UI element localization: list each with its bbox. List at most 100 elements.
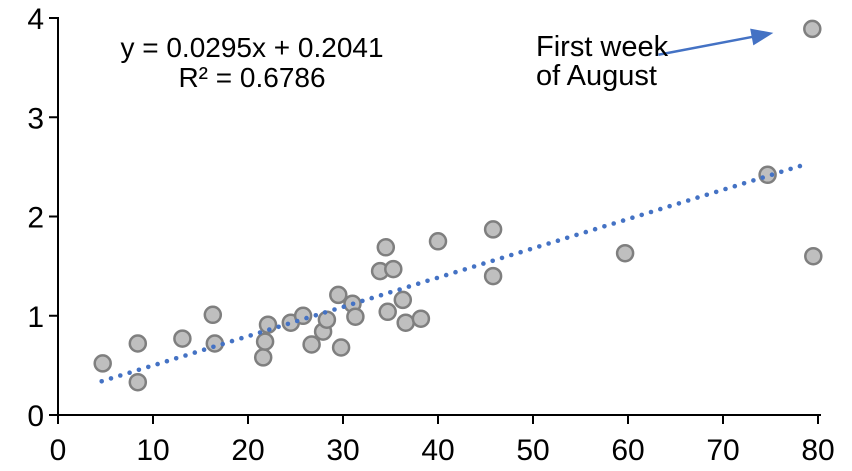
trendline-dot — [239, 335, 244, 341]
trendline-dot — [248, 333, 253, 338]
x-tick-label: 10 — [136, 434, 169, 467]
data-point — [329, 285, 348, 305]
data-point — [393, 290, 413, 310]
trendline-dot — [406, 284, 412, 289]
trendline-dot — [267, 327, 272, 332]
trendline-dot — [257, 330, 263, 335]
data-point — [346, 307, 365, 326]
trendline-dot — [350, 301, 356, 307]
trendline-dot — [732, 183, 738, 189]
data-point — [804, 246, 823, 266]
trendline-dot — [313, 313, 319, 318]
trendline-dot — [434, 275, 440, 281]
trendline-dot — [769, 172, 775, 177]
x-tick-label: 80 — [801, 434, 834, 467]
data-point — [128, 372, 148, 392]
trendline-dot — [499, 255, 505, 261]
trendline-dot — [695, 195, 700, 200]
data-point — [331, 338, 351, 357]
trendline-dot — [462, 267, 468, 272]
trendline-dot — [602, 224, 607, 229]
trendline-dot — [304, 315, 309, 321]
trendline-dot — [509, 252, 514, 258]
trendline-dot — [704, 192, 710, 198]
trendline-dot — [685, 198, 691, 203]
trendline-dot — [201, 347, 207, 353]
trendline-dot — [518, 249, 523, 255]
trendline-dot — [676, 201, 682, 206]
trendline-dot — [108, 376, 114, 381]
annotation-label: First week of August — [536, 33, 668, 91]
trendline-dot — [481, 261, 486, 266]
trendline-dot — [146, 364, 151, 370]
data-point — [411, 309, 431, 328]
trendline-dot — [713, 189, 719, 195]
x-tick-label: 20 — [231, 434, 264, 467]
trendline-dot — [388, 290, 393, 295]
trendline-dot — [173, 356, 179, 361]
trendline-dot — [276, 324, 281, 330]
data-point — [615, 243, 635, 263]
data-point — [378, 302, 397, 322]
trendline-dot — [583, 229, 589, 235]
trendline-dot — [546, 241, 551, 246]
trendline-dot — [471, 264, 477, 269]
trendline-dot — [667, 203, 672, 209]
data-point — [205, 334, 225, 353]
trendline-dot — [425, 278, 430, 284]
trendline-dot — [527, 247, 533, 252]
trendline-dot — [360, 298, 365, 304]
trendline-dot — [192, 350, 198, 355]
data-point — [128, 334, 148, 353]
data-point — [173, 329, 192, 348]
data-point — [803, 19, 822, 39]
data-point — [396, 313, 415, 332]
trendline-dot — [592, 226, 598, 232]
trendline-dot — [611, 221, 616, 226]
trendline-dot — [453, 269, 458, 275]
trendline-dot — [127, 370, 132, 376]
trendline-dot — [779, 169, 784, 175]
data-point — [384, 259, 403, 279]
data-point — [203, 305, 223, 325]
trendline-dot — [648, 209, 654, 215]
trendline-dot — [155, 361, 160, 367]
data-point — [258, 315, 278, 334]
trendline-dot — [788, 166, 793, 172]
trendline-dot — [136, 367, 142, 373]
trendline-dot — [537, 244, 542, 249]
data-point — [255, 332, 275, 351]
data-point — [93, 354, 112, 373]
trendline-dot — [99, 379, 104, 384]
trendline-dot — [490, 258, 496, 264]
trendline-dot — [443, 272, 449, 278]
trendline-dot — [322, 310, 328, 315]
trendline-dot — [620, 218, 626, 223]
trendline-dot — [760, 175, 765, 180]
y-tick-label: 0 — [27, 400, 44, 433]
y-tick-label: 2 — [27, 202, 44, 235]
trendline-dot — [741, 181, 747, 186]
trendline-dot — [369, 295, 375, 301]
annotation-label-line2: of August — [536, 60, 657, 92]
trendline-dot — [229, 338, 235, 344]
trendline-dot — [285, 321, 291, 327]
trendline-dot — [574, 232, 579, 238]
x-tick-label: 0 — [50, 434, 67, 467]
data-point — [428, 232, 448, 251]
trendline-dot — [639, 212, 644, 218]
trendline-dot — [751, 178, 756, 183]
x-tick-label: 30 — [326, 434, 359, 467]
trendline-equation-formula: y = 0.0295x + 0.2041 — [120, 32, 384, 63]
trendline-dot — [564, 235, 570, 241]
data-point — [317, 310, 337, 329]
trendline-dot — [211, 344, 216, 350]
x-tick-label: 40 — [421, 434, 454, 467]
trendline-dot — [555, 238, 561, 243]
annotation-arrow-head — [750, 28, 774, 46]
trendline-dot — [183, 353, 188, 358]
trendline-dot — [164, 358, 170, 364]
trendline-dot — [658, 206, 663, 212]
trendline-dot — [630, 215, 635, 220]
